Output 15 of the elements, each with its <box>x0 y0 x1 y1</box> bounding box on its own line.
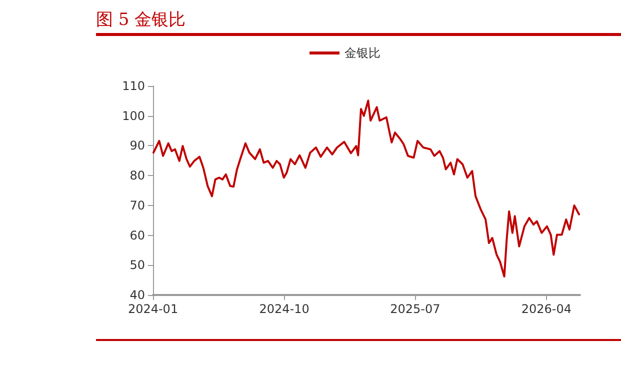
x-tick-label: 2024-10 <box>259 302 310 316</box>
y-tick-label: 110 <box>122 79 145 93</box>
y-tick-label: 100 <box>122 108 145 123</box>
x-tick-label: 2024-01 <box>128 302 178 316</box>
y-tick-label: 70 <box>130 198 145 212</box>
y-tick-label: 50 <box>130 258 145 272</box>
line-series <box>152 100 580 278</box>
y-tick-label: 60 <box>130 228 145 242</box>
x-tick-label: 2026-04 <box>521 302 572 316</box>
y-tick-label: 90 <box>130 138 145 153</box>
chart-title: 图 5 金银比 <box>96 9 186 31</box>
x-tick-label: 2025-07 <box>390 302 440 316</box>
y-tick-label: 40 <box>130 288 145 302</box>
y-tick-label: 80 <box>130 168 145 183</box>
legend-label: 金银比 <box>344 46 380 60</box>
